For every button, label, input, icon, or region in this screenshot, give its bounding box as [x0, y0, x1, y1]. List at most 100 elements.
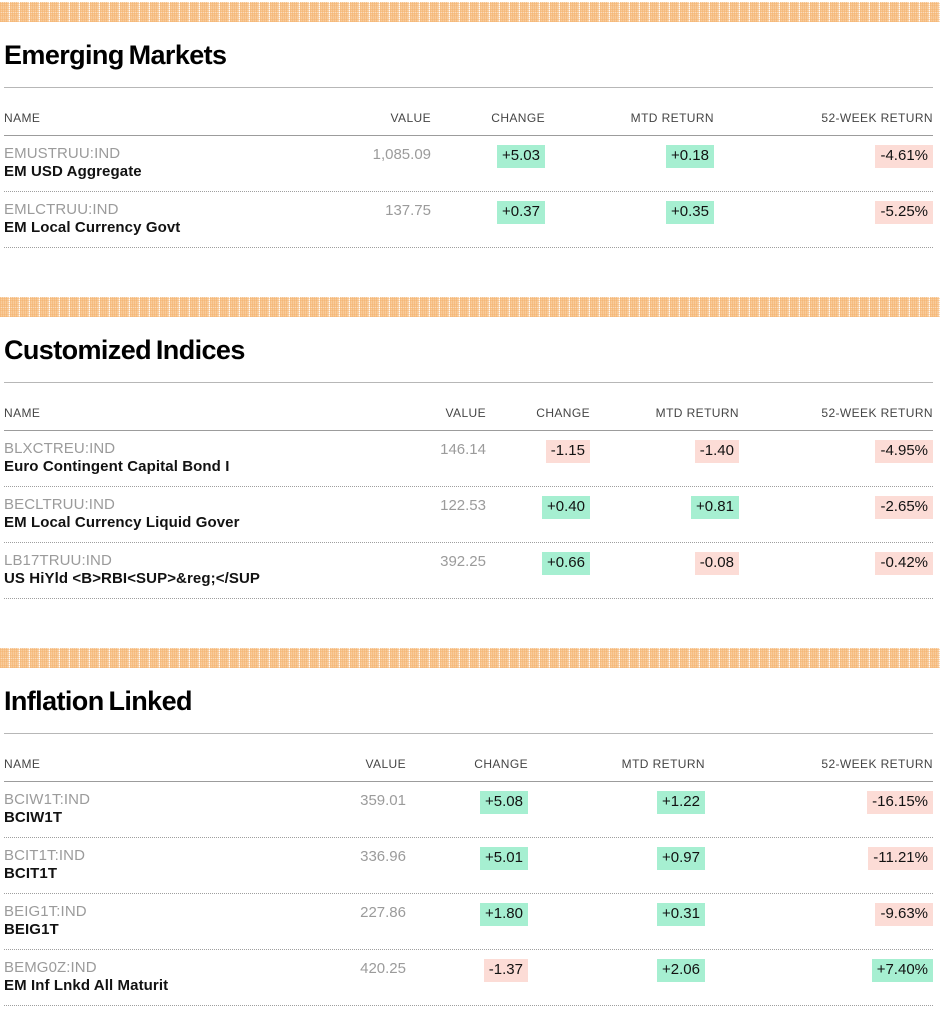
week52-return-chip: -4.95%: [875, 440, 933, 463]
ticker-link[interactable]: BECLTRUU:IND: [4, 496, 115, 513]
week52-return-cell: -4.61%: [714, 145, 933, 168]
change-chip: +0.66: [542, 552, 590, 575]
change-chip: +1.80: [480, 903, 528, 926]
ticker-link[interactable]: BCIW1T:IND: [4, 791, 91, 808]
mtd-return-cell: +1.22: [528, 791, 705, 814]
week52-return-cell: -11.21%: [705, 847, 933, 870]
index-description: EM Local Currency Liquid Gover: [4, 514, 240, 531]
mtd-return-chip: -0.08: [694, 552, 739, 575]
change-chip: +0.37: [497, 201, 545, 224]
index-table: NAME VALUE CHANGE MTD RETURN 52-WEEK RET…: [4, 87, 933, 248]
index-section: Inflation Linked NAME VALUE CHANGE MTD R…: [0, 648, 940, 1006]
change-cell: +5.03: [431, 145, 545, 168]
change-cell: -1.15: [486, 440, 590, 463]
name-cell: BECLTRUU:IND EM Local Currency Liquid Go…: [4, 496, 368, 532]
week52-return-chip: -2.65%: [875, 496, 933, 519]
value-cell: 1,085.09: [372, 146, 431, 163]
column-header-name: NAME: [4, 406, 41, 420]
week52-return-chip: -16.15%: [867, 791, 933, 814]
table-row: BEIG1T:IND BEIG1T 227.86 +1.80 +0.31 -9.…: [4, 894, 933, 950]
table-row: BCIT1T:IND BCIT1T 336.96 +5.01 +0.97 -11…: [4, 838, 933, 894]
index-section: Customized Indices NAME VALUE CHANGE MTD…: [0, 297, 940, 599]
week52-return-cell: -0.42%: [739, 552, 933, 575]
mtd-return-cell: -1.40: [590, 440, 739, 463]
table-row: BLXCTREU:IND Euro Contingent Capital Bon…: [4, 431, 933, 487]
value-cell: 122.53: [440, 497, 486, 514]
week52-return-chip: -0.42%: [875, 552, 933, 575]
index-description: EM Inf Lnkd All Maturit: [4, 977, 169, 994]
name-cell: LB17TRUU:IND US HiYld <B>RBI<SUP>&reg;</…: [4, 552, 368, 588]
week52-return-chip: -4.61%: [875, 145, 933, 168]
change-cell: +5.08: [406, 791, 528, 814]
ticker-link[interactable]: BCIT1T:IND: [4, 847, 86, 864]
column-header-52-week-return: 52-WEEK RETURN: [821, 406, 933, 420]
index-description: Euro Contingent Capital Bond I: [4, 458, 230, 475]
week52-return-cell: -2.65%: [739, 496, 933, 519]
week52-return-cell: -4.95%: [739, 440, 933, 463]
column-header-value: VALUE: [390, 111, 431, 125]
value-cell: 227.86: [360, 904, 406, 921]
column-header-change: CHANGE: [474, 757, 528, 771]
week52-return-chip: -5.25%: [875, 201, 933, 224]
table-row: EMLCTRUU:IND EM Local Currency Govt 137.…: [4, 192, 933, 248]
ticker-link[interactable]: EMUSTRUU:IND: [4, 145, 121, 162]
name-cell: EMLCTRUU:IND EM Local Currency Govt: [4, 201, 313, 237]
table-header-row: NAME VALUE CHANGE MTD RETURN 52-WEEK RET…: [4, 734, 933, 782]
value-cell: 359.01: [360, 792, 406, 809]
week52-return-chip: -11.21%: [868, 847, 933, 870]
name-cell: EMUSTRUU:IND EM USD Aggregate: [4, 145, 313, 181]
mtd-return-chip: +0.81: [691, 496, 739, 519]
column-header-mtd-return: MTD RETURN: [621, 757, 705, 771]
mtd-return-chip: +0.31: [657, 903, 705, 926]
ticker-link[interactable]: LB17TRUU:IND: [4, 552, 112, 569]
table-row: EMUSTRUU:IND EM USD Aggregate 1,085.09 +…: [4, 136, 933, 192]
column-header-mtd-return: MTD RETURN: [630, 111, 714, 125]
section-ribbon-divider: [0, 648, 940, 668]
section-ribbon-divider: [0, 2, 940, 22]
column-header-change: CHANGE: [536, 406, 590, 420]
week52-return-cell: -9.63%: [705, 903, 933, 926]
mtd-return-chip: +0.35: [666, 201, 714, 224]
index-description: BCIT1T: [4, 865, 58, 882]
table-body: BCIW1T:IND BCIW1T 359.01 +5.08 +1.22 -16…: [4, 782, 933, 1006]
table-header-row: NAME VALUE CHANGE MTD RETURN 52-WEEK RET…: [4, 88, 933, 136]
table-row: LB17TRUU:IND US HiYld <B>RBI<SUP>&reg;</…: [4, 543, 933, 599]
index-table: NAME VALUE CHANGE MTD RETURN 52-WEEK RET…: [4, 382, 933, 599]
mtd-return-chip: +0.18: [666, 145, 714, 168]
mtd-return-chip: -1.40: [694, 440, 739, 463]
mtd-return-cell: +0.81: [590, 496, 739, 519]
week52-return-cell: +7.40%: [705, 959, 933, 982]
change-cell: -1.37: [406, 959, 528, 982]
change-chip: +5.03: [497, 145, 545, 168]
index-section: Emerging Markets NAME VALUE CHANGE MTD R…: [0, 2, 940, 248]
table-body: EMUSTRUU:IND EM USD Aggregate 1,085.09 +…: [4, 136, 933, 248]
ticker-link[interactable]: EMLCTRUU:IND: [4, 201, 119, 218]
ticker-link[interactable]: BLXCTREU:IND: [4, 440, 116, 457]
name-cell: BCIT1T:IND BCIT1T: [4, 847, 288, 883]
ticker-link[interactable]: BEMG0Z:IND: [4, 959, 97, 976]
section-title: Emerging Markets: [4, 40, 227, 70]
ticker-link[interactable]: BEIG1T:IND: [4, 903, 87, 920]
column-header-name: NAME: [4, 757, 41, 771]
change-cell: +0.37: [431, 201, 545, 224]
week52-return-cell: -16.15%: [705, 791, 933, 814]
table-header-row: NAME VALUE CHANGE MTD RETURN 52-WEEK RET…: [4, 383, 933, 431]
table-row: BEMG0Z:IND EM Inf Lnkd All Maturit 420.2…: [4, 950, 933, 1006]
column-header-change: CHANGE: [491, 111, 545, 125]
mtd-return-cell: -0.08: [590, 552, 739, 575]
table-row: BECLTRUU:IND EM Local Currency Liquid Go…: [4, 487, 933, 543]
mtd-return-cell: +0.31: [528, 903, 705, 926]
mtd-return-chip: +0.97: [657, 847, 705, 870]
change-chip: -1.37: [483, 959, 528, 982]
change-cell: +0.40: [486, 496, 590, 519]
column-header-mtd-return: MTD RETURN: [655, 406, 739, 420]
change-cell: +5.01: [406, 847, 528, 870]
name-cell: BLXCTREU:IND Euro Contingent Capital Bon…: [4, 440, 368, 476]
name-cell: BEIG1T:IND BEIG1T: [4, 903, 288, 939]
column-header-52-week-return: 52-WEEK RETURN: [821, 757, 933, 771]
mtd-return-cell: +0.18: [545, 145, 714, 168]
index-description: EM Local Currency Govt: [4, 219, 181, 236]
index-description: US HiYld <B>RBI<SUP>&reg;</SUP: [4, 570, 260, 587]
column-header-value: VALUE: [445, 406, 486, 420]
